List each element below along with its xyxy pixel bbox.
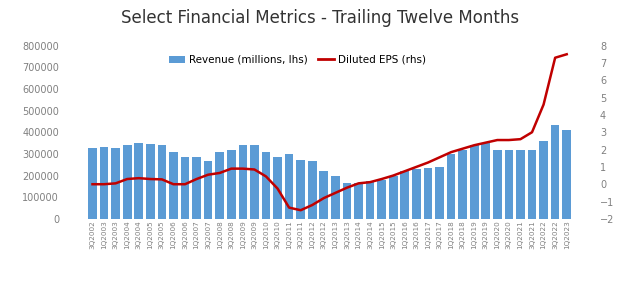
Bar	[180, 157, 189, 219]
Bar	[169, 152, 178, 219]
Bar	[216, 152, 224, 219]
Bar	[435, 167, 444, 219]
Bar	[331, 176, 340, 219]
Bar	[100, 147, 108, 219]
Bar	[227, 150, 236, 219]
Bar	[504, 150, 513, 219]
Bar	[192, 157, 201, 219]
Bar	[493, 150, 502, 219]
Bar	[157, 145, 166, 219]
Bar	[424, 168, 432, 219]
Legend: Revenue (millions, lhs), Diluted EPS (rhs): Revenue (millions, lhs), Diluted EPS (rh…	[165, 51, 430, 69]
Bar	[250, 145, 259, 219]
Bar	[123, 145, 132, 219]
Bar	[146, 144, 155, 219]
Bar	[378, 180, 386, 219]
Bar	[458, 150, 467, 219]
Bar	[308, 161, 317, 219]
Bar	[401, 171, 409, 219]
Bar	[551, 125, 559, 219]
Bar	[296, 161, 305, 219]
Text: Select Financial Metrics - Trailing Twelve Months: Select Financial Metrics - Trailing Twel…	[121, 9, 519, 27]
Bar	[285, 154, 294, 219]
Bar	[470, 145, 479, 219]
Bar	[516, 150, 525, 219]
Bar	[563, 130, 571, 219]
Bar	[319, 171, 328, 219]
Bar	[354, 183, 363, 219]
Bar	[111, 148, 120, 219]
Bar	[204, 161, 212, 219]
Bar	[365, 181, 374, 219]
Bar	[88, 148, 97, 219]
Bar	[540, 141, 548, 219]
Bar	[389, 176, 397, 219]
Bar	[412, 169, 420, 219]
Bar	[134, 143, 143, 219]
Bar	[481, 143, 490, 219]
Bar	[342, 183, 351, 219]
Bar	[262, 152, 270, 219]
Bar	[239, 145, 247, 219]
Bar	[527, 150, 536, 219]
Bar	[447, 154, 456, 219]
Bar	[273, 157, 282, 219]
